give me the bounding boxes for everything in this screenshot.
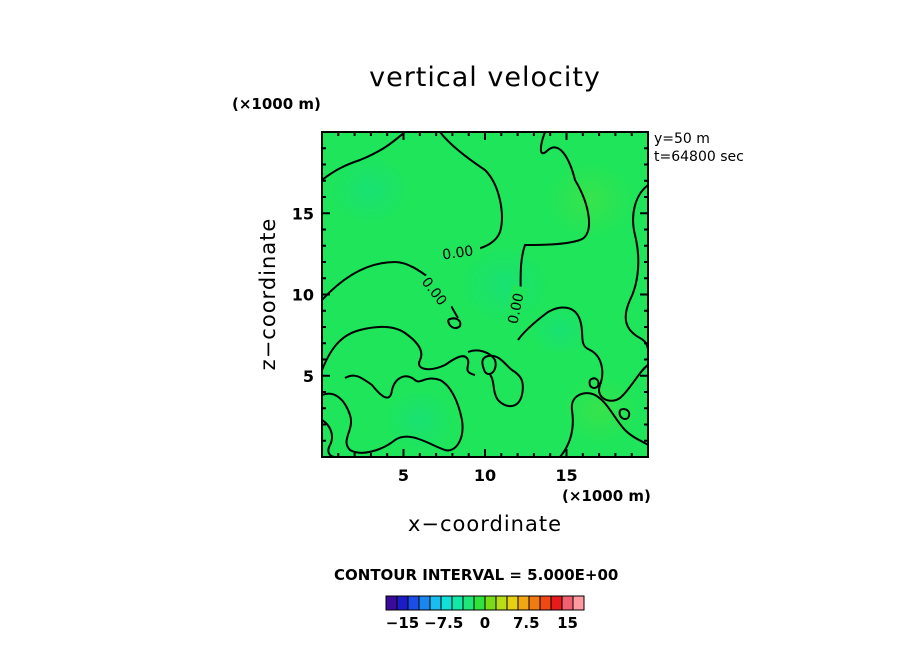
colorbar-tick-label: 7.5 [513,614,540,632]
colorbar [385,595,585,611]
zero-contour [467,349,524,408]
contour-interval-label: CONTOUR INTERVAL = 5.000E+00 [334,566,619,584]
axis-ticks [322,132,648,457]
colorbar-swatch [473,595,486,611]
chart-title: vertical velocity [369,62,601,93]
y-axis-unit: (×1000 m) [232,95,321,113]
zero-contour [322,132,406,181]
colorbar-labels: −15 −7.5 0 7.5 15 [386,614,578,632]
colorbar-swatch [484,595,497,611]
colorbar-swatch [385,595,398,611]
colorbar-swatch [418,595,431,611]
colorbar-tick-label: −15 [386,614,419,632]
zero-contour [439,132,503,251]
colorbar-swatch [572,595,585,611]
y-tick-label: 15 [292,204,314,223]
colorbar-swatch [550,595,563,611]
zero-contour [624,184,648,351]
zero-contour [618,408,631,420]
colorbar-swatch [462,595,475,611]
zero-contour [559,392,648,457]
colorbar-tick-label: −7.5 [424,614,463,632]
y-position-annotation: y=50 m [654,131,710,147]
field-shading [330,155,640,450]
x-tick-label: 15 [555,466,577,485]
colorbar-swatch [407,595,420,611]
zero-contour [322,325,476,376]
colorbar-swatch [451,595,464,611]
zero-contour [588,377,600,389]
colorbar-swatch [429,595,442,611]
colorbar-swatch [440,595,453,611]
contour-level-label: 0.00 [505,292,527,326]
colorbar-swatch [517,595,530,611]
x-axis-unit: (×1000 m) [562,487,651,505]
colorbar-tick-label: 15 [557,614,578,632]
colorbar-swatch [539,595,552,611]
zero-contour [322,374,464,454]
y-tick-labels: 5 10 15 [292,204,314,386]
x-tick-labels: 5 10 15 [398,466,578,485]
colorbar-swatch [528,595,541,611]
y-tick-label: 10 [292,286,314,305]
contour-level-label: 0.00 [441,243,474,263]
colorbar-swatch [506,595,519,611]
y-tick-label: 5 [303,367,314,386]
colorbar-tick-label: 0 [480,614,490,632]
time-annotation: t=64800 sec [654,149,744,165]
zero-contour [517,306,648,402]
zero-contour [519,132,591,301]
zero-contour [447,317,462,329]
contour-level-labels: 0.00 0.00 0.00 [417,243,528,328]
colorbar-swatch [561,595,574,611]
x-tick-label: 10 [474,466,496,485]
colorbar-swatch [495,595,508,611]
plot-area: 0.00 0.00 0.00 [321,131,649,458]
x-tick-label: 5 [398,466,409,485]
colorbar-swatch [396,595,409,611]
zero-contour [322,419,336,457]
x-axis-label: x−coordinate [407,512,563,536]
